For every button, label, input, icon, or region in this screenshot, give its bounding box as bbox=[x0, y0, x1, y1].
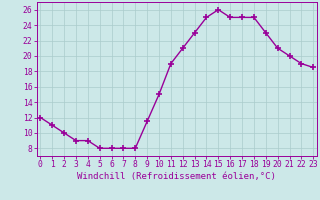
X-axis label: Windchill (Refroidissement éolien,°C): Windchill (Refroidissement éolien,°C) bbox=[77, 172, 276, 181]
